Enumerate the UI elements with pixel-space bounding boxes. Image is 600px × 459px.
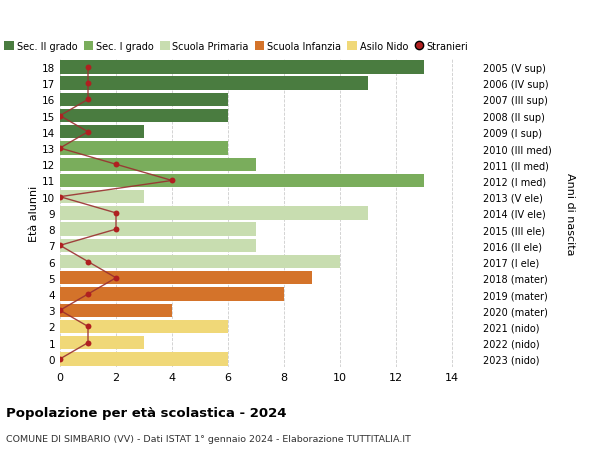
Bar — [60, 207, 368, 220]
Point — [111, 161, 121, 168]
Bar — [60, 77, 368, 90]
Point — [83, 96, 93, 104]
Bar — [60, 223, 256, 236]
Bar — [60, 158, 256, 172]
Bar — [60, 174, 424, 188]
Text: COMUNE DI SIMBARIO (VV) - Dati ISTAT 1° gennaio 2024 - Elaborazione TUTTITALIA.I: COMUNE DI SIMBARIO (VV) - Dati ISTAT 1° … — [6, 434, 411, 443]
Text: Popolazione per età scolastica - 2024: Popolazione per età scolastica - 2024 — [6, 406, 287, 419]
Point — [55, 112, 65, 120]
Point — [55, 307, 65, 314]
Point — [167, 177, 177, 185]
Bar — [60, 126, 144, 139]
Point — [83, 258, 93, 266]
Point — [55, 242, 65, 250]
Y-axis label: Anni di nascita: Anni di nascita — [565, 172, 575, 255]
Bar — [60, 304, 172, 317]
Bar — [60, 61, 424, 74]
Bar — [60, 239, 256, 252]
Bar — [60, 190, 144, 204]
Point — [83, 129, 93, 136]
Point — [111, 226, 121, 233]
Point — [111, 210, 121, 217]
Bar — [60, 320, 228, 333]
Point — [83, 291, 93, 298]
Bar — [60, 336, 144, 350]
Point — [83, 80, 93, 88]
Y-axis label: Età alunni: Età alunni — [29, 185, 39, 241]
Point — [55, 145, 65, 152]
Point — [55, 194, 65, 201]
Bar — [60, 353, 228, 366]
Bar — [60, 272, 312, 285]
Bar — [60, 94, 228, 107]
Point — [111, 274, 121, 282]
Bar — [60, 110, 228, 123]
Point — [83, 64, 93, 72]
Bar — [60, 288, 284, 301]
Legend: Sec. II grado, Sec. I grado, Scuola Primaria, Scuola Infanzia, Asilo Nido, Stran: Sec. II grado, Sec. I grado, Scuola Prim… — [4, 42, 469, 52]
Bar — [60, 142, 228, 155]
Point — [83, 339, 93, 347]
Point — [83, 323, 93, 330]
Bar — [60, 255, 340, 269]
Point — [55, 355, 65, 363]
